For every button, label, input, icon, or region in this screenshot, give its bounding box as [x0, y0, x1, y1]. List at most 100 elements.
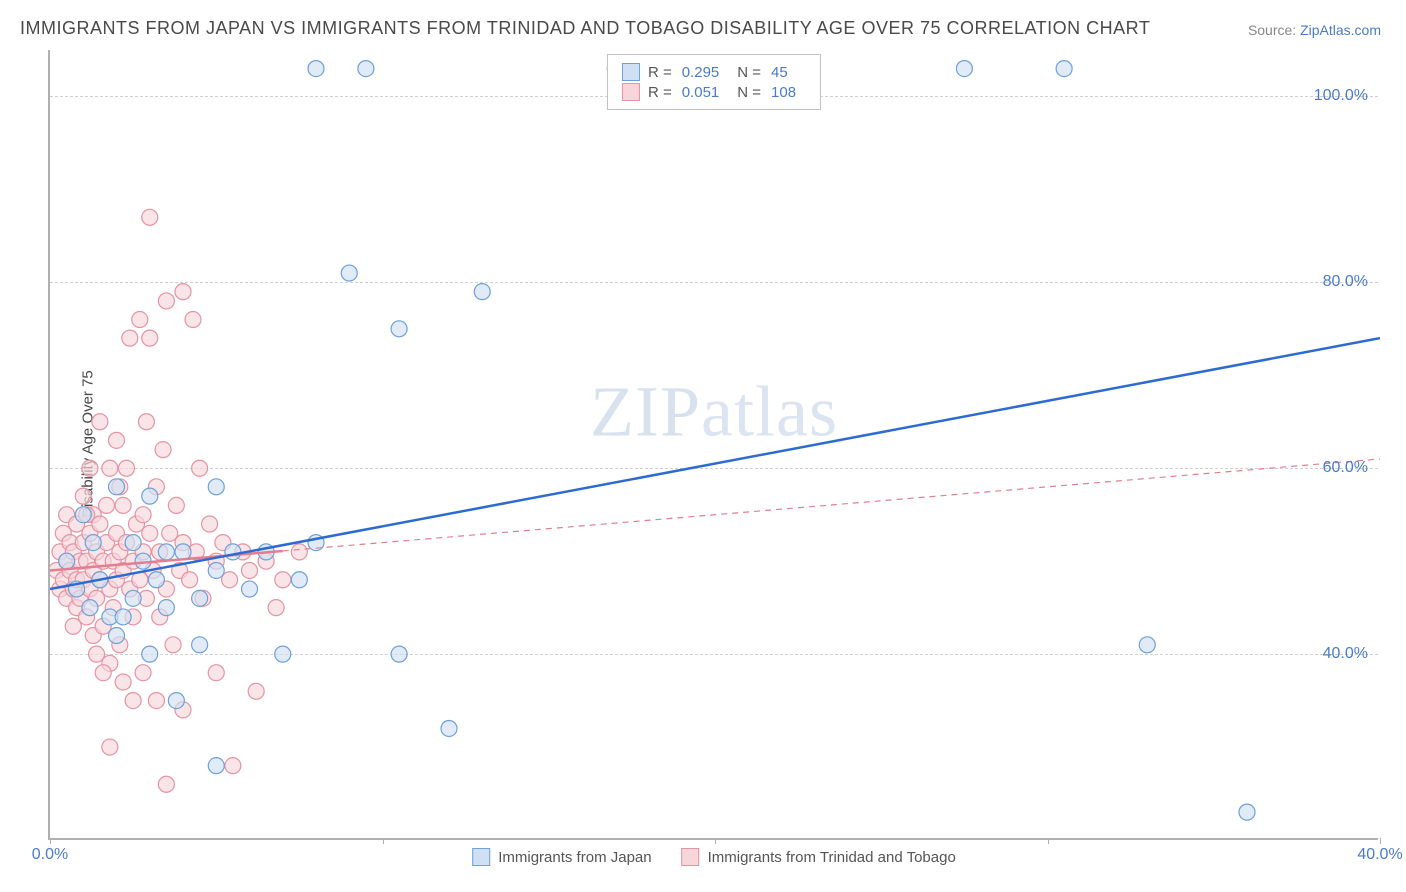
- data-point: [358, 61, 374, 77]
- data-point: [148, 572, 164, 588]
- data-point: [242, 581, 258, 597]
- legend-label-1: Immigrants from Japan: [498, 849, 651, 866]
- data-point: [391, 646, 407, 662]
- data-point: [85, 535, 101, 551]
- data-point: [142, 330, 158, 346]
- trend-line: [50, 338, 1380, 589]
- data-point: [125, 590, 141, 606]
- legend-row-series-1: R = 0.295 N = 45: [622, 63, 806, 81]
- data-point: [208, 479, 224, 495]
- chart-title: IMMIGRANTS FROM JAPAN VS IMMIGRANTS FROM…: [20, 18, 1150, 39]
- source-attribution: Source: ZipAtlas.com: [1248, 22, 1381, 38]
- data-point: [158, 293, 174, 309]
- data-point: [102, 460, 118, 476]
- data-point: [125, 693, 141, 709]
- data-point: [275, 572, 291, 588]
- data-point: [168, 497, 184, 513]
- data-point: [291, 572, 307, 588]
- data-point: [1239, 804, 1255, 820]
- r-label: R =: [648, 64, 672, 81]
- data-point: [225, 544, 241, 560]
- data-point: [192, 590, 208, 606]
- data-point: [102, 739, 118, 755]
- data-point: [122, 330, 138, 346]
- data-point: [1139, 637, 1155, 653]
- y-tick-label: 60.0%: [1323, 459, 1368, 477]
- data-point: [99, 497, 115, 513]
- legend-swatch-1: [622, 63, 640, 81]
- data-point: [92, 414, 108, 430]
- data-point: [115, 674, 131, 690]
- data-point: [115, 497, 131, 513]
- n-value-2: 108: [771, 84, 796, 101]
- r-label: R =: [648, 84, 672, 101]
- data-point: [441, 720, 457, 736]
- data-point: [308, 61, 324, 77]
- data-point: [158, 776, 174, 792]
- data-point: [202, 516, 218, 532]
- data-point: [242, 562, 258, 578]
- r-value-1: 0.295: [682, 64, 720, 81]
- data-point: [165, 637, 181, 653]
- data-point: [268, 600, 284, 616]
- data-point: [142, 488, 158, 504]
- x-tick-label: 0.0%: [32, 846, 68, 864]
- data-point: [115, 609, 131, 625]
- data-point: [208, 665, 224, 681]
- data-point: [125, 535, 141, 551]
- n-label: N =: [737, 84, 761, 101]
- x-tick-mark: [1380, 838, 1381, 844]
- data-point: [275, 646, 291, 662]
- n-label: N =: [737, 64, 761, 81]
- data-point: [95, 665, 111, 681]
- data-point: [248, 683, 264, 699]
- data-point: [142, 646, 158, 662]
- data-point: [158, 600, 174, 616]
- scatter-plot: Disability Age Over 75 ZIPatlas R = 0.29…: [48, 50, 1378, 840]
- legend-row-series-2: R = 0.051 N = 108: [622, 83, 806, 101]
- data-point: [1056, 61, 1072, 77]
- n-value-1: 45: [771, 64, 788, 81]
- data-point: [182, 572, 198, 588]
- data-point: [109, 628, 125, 644]
- r-value-2: 0.051: [682, 84, 720, 101]
- data-point: [82, 600, 98, 616]
- legend-swatch-2: [622, 83, 640, 101]
- data-point: [109, 432, 125, 448]
- data-point: [75, 507, 91, 523]
- legend-item-1: Immigrants from Japan: [472, 848, 651, 866]
- data-point: [142, 525, 158, 541]
- plot-svg: [50, 50, 1380, 840]
- trend-line: [283, 459, 1380, 551]
- data-point: [135, 507, 151, 523]
- source-link[interactable]: ZipAtlas.com: [1300, 22, 1381, 38]
- y-tick-label: 100.0%: [1314, 87, 1368, 105]
- y-tick-label: 40.0%: [1323, 645, 1368, 663]
- data-point: [185, 312, 201, 328]
- data-point: [208, 758, 224, 774]
- data-point: [138, 414, 154, 430]
- data-point: [168, 693, 184, 709]
- legend-swatch-1: [472, 848, 490, 866]
- data-point: [155, 442, 171, 458]
- data-point: [956, 61, 972, 77]
- data-point: [109, 479, 125, 495]
- data-point: [65, 618, 81, 634]
- series-legend: Immigrants from Japan Immigrants from Tr…: [472, 848, 956, 866]
- data-point: [291, 544, 307, 560]
- source-label: Source:: [1248, 22, 1300, 38]
- data-point: [82, 460, 98, 476]
- data-point: [474, 284, 490, 300]
- data-point: [391, 321, 407, 337]
- legend-item-2: Immigrants from Trinidad and Tobago: [682, 848, 956, 866]
- data-point: [158, 544, 174, 560]
- data-point: [192, 460, 208, 476]
- data-point: [175, 544, 191, 560]
- data-point: [135, 665, 151, 681]
- data-point: [225, 758, 241, 774]
- data-point: [59, 553, 75, 569]
- data-point: [132, 312, 148, 328]
- data-point: [208, 562, 224, 578]
- data-point: [148, 693, 164, 709]
- data-point: [118, 460, 134, 476]
